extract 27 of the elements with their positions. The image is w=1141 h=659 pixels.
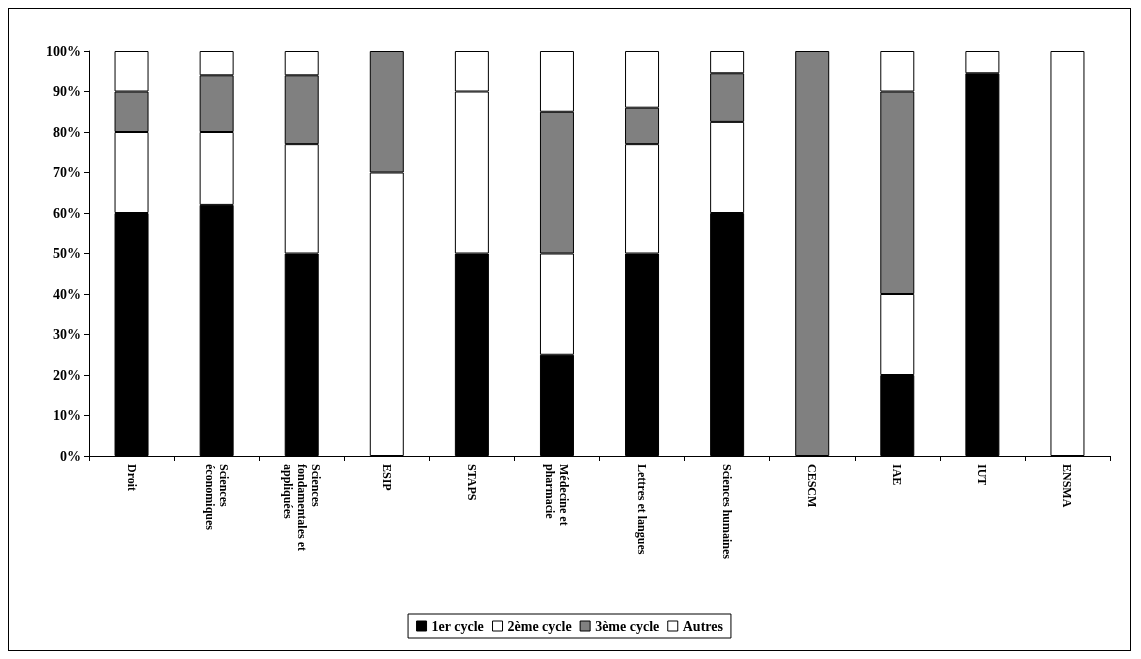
x-tick-label: ENSMA bbox=[1060, 464, 1075, 508]
y-tick-label: 80% bbox=[53, 124, 81, 140]
x-tick-label: CESCM bbox=[805, 464, 820, 508]
legend-label: Autres bbox=[682, 618, 724, 634]
y-tick-label: 60% bbox=[53, 205, 81, 221]
x-tick-label: Droit bbox=[124, 464, 139, 492]
y-tick-label: 90% bbox=[53, 84, 81, 99]
y-tick-label: 70% bbox=[53, 165, 81, 180]
y-tick-label: 0% bbox=[60, 448, 81, 464]
y-tick-label: 40% bbox=[53, 286, 81, 302]
y-tick-label: 100% bbox=[46, 43, 81, 59]
legend-label: 2ème cycle bbox=[507, 618, 572, 634]
y-tick-label: 10% bbox=[53, 408, 81, 423]
y-tick-label: 50% bbox=[53, 246, 81, 261]
x-tick-label: STAPS bbox=[464, 464, 479, 501]
x-tick-label: ESIP bbox=[379, 464, 394, 491]
x-tick-label: Sciences économiques bbox=[202, 464, 231, 531]
x-tick-label: IUT bbox=[975, 464, 990, 486]
y-tick-label: 30% bbox=[53, 327, 81, 342]
x-tick-label: Sciences humaines bbox=[720, 464, 735, 560]
legend-label: 3ème cycle bbox=[595, 618, 660, 634]
y-tick-label: 20% bbox=[53, 367, 81, 383]
legend-label: 1er cycle bbox=[431, 618, 484, 634]
x-tick-label: Lettres et langues bbox=[635, 464, 650, 555]
x-tick-label: IAE bbox=[890, 464, 905, 486]
x-tick-label: Médecine et pharmacie bbox=[542, 464, 571, 529]
x-tick-label: Sciences fondamentales et appliquées bbox=[280, 464, 323, 554]
